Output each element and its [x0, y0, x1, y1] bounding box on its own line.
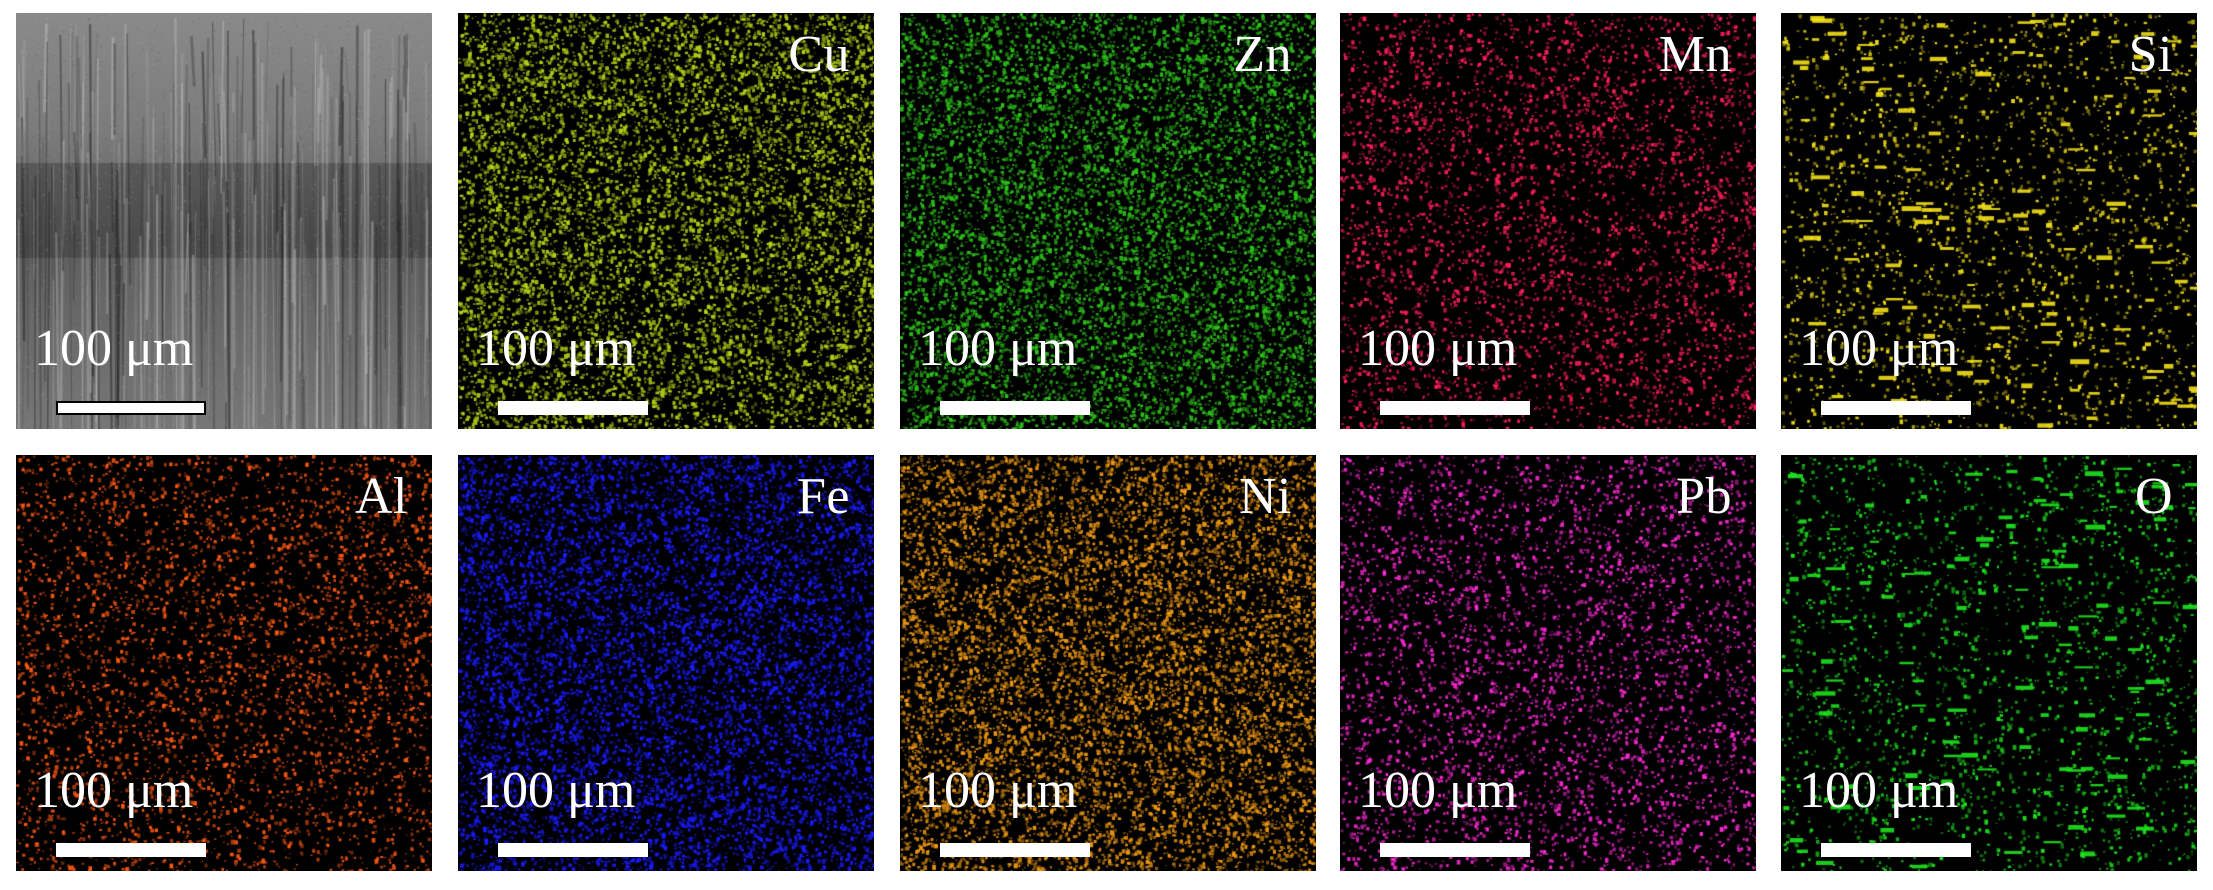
sem-micrograph: [16, 13, 432, 429]
fe-map-panel: Fe 100 μm: [458, 455, 874, 871]
scale-bar: [56, 843, 206, 857]
mn-elemental-map: [1340, 13, 1756, 429]
si-elemental-map: [1781, 13, 2197, 429]
ni-elemental-map: [900, 455, 1316, 871]
element-label: Al: [355, 468, 408, 525]
scale-bar: [940, 401, 1090, 415]
scale-bar-label: 100 μm: [918, 320, 1078, 377]
ni-map-panel: Ni 100 μm: [900, 455, 1316, 871]
fe-elemental-map: [458, 455, 874, 871]
zn-elemental-map: [900, 13, 1316, 429]
scale-bar: [1821, 401, 1971, 415]
scale-bar-label: 100 μm: [34, 320, 194, 377]
scale-bar: [940, 843, 1090, 857]
scale-bar: [498, 401, 648, 415]
element-label: Fe: [797, 468, 850, 525]
element-label: Pb: [1676, 468, 1732, 525]
scale-bar-label: 100 μm: [1799, 762, 1959, 819]
scale-bar-label: 100 μm: [1358, 762, 1518, 819]
pb-elemental-map: [1340, 455, 1756, 871]
si-map-panel: Si 100 μm: [1781, 13, 2197, 429]
scale-bar: [56, 401, 206, 415]
scale-bar-label: 100 μm: [476, 320, 636, 377]
scale-bar-label: 100 μm: [1799, 320, 1959, 377]
element-label: O: [2134, 468, 2173, 525]
scale-bar: [1380, 843, 1530, 857]
zn-map-panel: Zn 100 μm: [900, 13, 1316, 429]
al-elemental-map: [16, 455, 432, 871]
element-label: Si: [2128, 26, 2173, 83]
scale-bar: [1380, 401, 1530, 415]
scale-bar-label: 100 μm: [476, 762, 636, 819]
element-label: Ni: [1239, 468, 1292, 525]
element-label: Cu: [788, 26, 850, 83]
al-map-panel: Al 100 μm: [16, 455, 432, 871]
scale-bar-label: 100 μm: [1358, 320, 1518, 377]
scale-bar: [1821, 843, 1971, 857]
element-label: Zn: [1233, 26, 1292, 83]
element-label: Mn: [1658, 26, 1732, 83]
cu-elemental-map: [458, 13, 874, 429]
pb-map-panel: Pb 100 μm: [1340, 455, 1756, 871]
scale-bar: [498, 843, 648, 857]
mn-map-panel: Mn 100 μm: [1340, 13, 1756, 429]
o-elemental-map: [1781, 455, 2197, 871]
scale-bar-label: 100 μm: [34, 762, 194, 819]
sem-image-panel: 100 μm: [16, 13, 432, 429]
o-map-panel: O 100 μm: [1781, 455, 2197, 871]
scale-bar-label: 100 μm: [918, 762, 1078, 819]
cu-map-panel: Cu 100 μm: [458, 13, 874, 429]
